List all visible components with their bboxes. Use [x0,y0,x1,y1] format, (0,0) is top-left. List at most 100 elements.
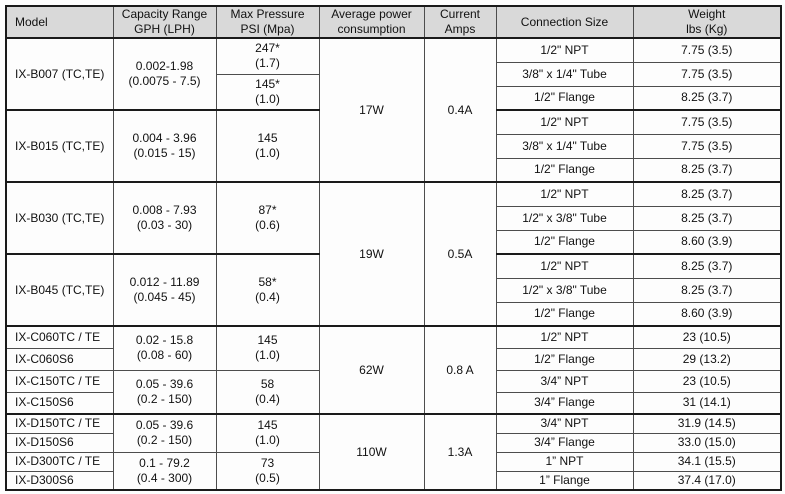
weight-cell: 8.25 (3.7) [632,277,782,303]
weight-cell: 8.25 (3.7) [632,157,782,183]
table-row: IX-C150TC / TE 0.05 - 39.6 (0.2 - 150) 5… [5,369,782,415]
pressure-cell: 145 (1.0) [215,109,320,183]
pressure-cell: 145 (1.0) [215,325,320,371]
table-row: 3/8" x 1/4" Tube 7.75 (3.5) [6,133,782,159]
table-row: IX-C060S6 1/2” Flange 29 (13.2) [5,347,782,371]
weight-cell: 7.75 (3.5) [632,133,782,159]
model-cell: IX-B015 (TC,TE) [5,109,114,183]
connection-cell: 1/2" x 3/8" Tube [495,277,634,303]
header-model: Model [5,5,114,39]
weight-cell: 8.25 (3.7) [632,253,782,279]
weight-cell: 7.75 (3.5) [632,109,782,135]
table-row: IX-B045 (TC,TE) 0.012 - 11.89 (0.045 - 4… [5,253,782,327]
table-row: 1/2" x 3/8" Tube 8.25 (3.7) [6,277,782,303]
weight-cell: 7.75 (3.5) [632,61,782,87]
connection-cell: 1/2" Flange [495,157,634,183]
specs-table: Model Capacity Range GPH (LPH) Max Press… [5,5,782,491]
header-max-pressure: Max Pressure PSI (Mpa) [215,5,320,39]
connection-cell: 3/4” NPT [495,369,634,393]
model-cell: IX-B007 (TC,TE) [5,37,114,111]
current-cell: 1.3A [423,413,497,491]
capacity-cell: 0.012 - 11.89 (0.045 - 45) [112,253,217,327]
header-current-amps: Current Amps [423,5,497,39]
connection-cell: 1/2" Flange [495,229,634,255]
weight-cell: 23 (10.5) [632,325,782,349]
table-row: IX-D300TC / TE 0.1 - 79.2 (0.4 - 300) 73… [5,451,782,491]
model-cell: IX-C060TC / TE [5,325,114,349]
table-row: IX-C060TC / TE 0.02 - 15.8 (0.08 - 60) 1… [5,325,782,415]
power-cell: 19W [318,181,425,327]
header-row: Model Capacity Range GPH (LPH) Max Press… [5,5,782,39]
connection-cell: 3/8" x 1/4" Tube [495,133,634,159]
weight-cell: 7.75 (3.5) [632,37,782,63]
connection-cell: 1/2" NPT [495,109,634,135]
weight-cell: 33.0 (15.0) [632,432,782,453]
table-row: IX-B015 (TC,TE) 0.004 - 3.96 (0.015 - 15… [5,109,782,183]
connection-cell: 3/8" x 1/4" Tube [495,61,634,87]
weight-cell: 8.60 (3.9) [632,229,782,255]
weight-cell: 8.25 (3.7) [632,181,782,207]
table-row: IX-B030 (TC,TE) 0.008 - 7.93 (0.03 - 30)… [5,181,782,327]
weight-cell: 31.9 (14.5) [632,413,782,434]
weight-cell: 29 (13.2) [632,347,782,371]
current-cell: 0.4A [423,37,497,183]
pressure-cell: 73 (0.5) [215,451,320,491]
weight-cell: 8.25 (3.7) [632,85,782,111]
connection-cell: 1/2" Flange [495,301,634,327]
power-cell: 62W [318,325,425,415]
weight-cell: 23 (10.5) [632,369,782,393]
model-cell: IX-B030 (TC,TE) [5,181,114,255]
pressure-value-upper: 247* (1.7) [255,41,280,71]
model-cell: IX-D300TC / TE [5,451,114,472]
capacity-cell: 0.002-1.98 (0.0075 - 7.5) [112,37,217,111]
current-cell: 0.5A [423,181,497,327]
current-cell: 0.8 A [423,325,497,415]
weight-cell: 8.60 (3.9) [632,301,782,327]
table-row: 1/2" Flange 8.60 (3.9) [6,301,782,327]
connection-cell: 1” Flange [495,470,634,491]
table-row: IX-D150TC / TE 0.05 - 39.6 (0.2 - 150) 1… [5,413,782,491]
model-cell: IX-D150TC / TE [5,413,114,434]
model-cell: IX-B045 (TC,TE) [5,253,114,327]
weight-cell: 34.1 (15.5) [632,451,782,472]
capacity-cell: 0.1 - 79.2 (0.4 - 300) [112,451,217,491]
power-cell: 17W [318,37,425,183]
capacity-cell: 0.02 - 15.8 (0.08 - 60) [112,325,217,371]
weight-cell: 31 (14.1) [632,391,782,415]
table-row: IX-B007 (TC,TE) 0.002-1.98 (0.0075 - 7.5… [5,37,782,183]
connection-cell: 1/2" NPT [495,37,634,63]
connection-cell: 1/2" x 3/8" Tube [495,205,634,231]
table-row: 1/2" Flange 8.60 (3.9) [6,229,782,255]
connection-cell: 1/2” Flange [495,347,634,371]
connection-cell: 1” NPT [495,451,634,472]
pressure-value-lower: 145* (1.0) [217,73,318,110]
model-cell: IX-D150S6 [5,432,114,453]
pressure-split-wrap: 247* (1.7) 145* (1.0) [217,39,318,110]
weight-cell: 37.4 (17.0) [632,470,782,491]
pressure-cell: 58 (0.4) [215,369,320,415]
model-cell: IX-C150S6 [5,391,114,415]
header-capacity-range: Capacity Range GPH (LPH) [112,5,217,39]
table-row: IX-D150S6 3/4” Flange 33.0 (15.0) [5,432,782,453]
connection-cell: 1/2” NPT [495,325,634,349]
capacity-cell: 0.05 - 39.6 (0.2 - 150) [112,413,217,453]
table-row: 1/2" x 3/8" Tube 8.25 (3.7) [6,205,782,231]
connection-cell: 3/4” NPT [495,413,634,434]
connection-cell: 1/2" NPT [495,181,634,207]
capacity-cell: 0.008 - 7.93 (0.03 - 30) [112,181,217,255]
connection-cell: 3/4” Flange [495,432,634,453]
pressure-cell: 87* (0.6) [215,181,320,255]
model-cell: IX-C060S6 [5,347,114,371]
header-average-power: Average power consumption [318,5,425,39]
connection-cell: 1/2" NPT [495,253,634,279]
table-row: 1/2" Flange 8.25 (3.7) [6,85,782,111]
weight-cell: 8.25 (3.7) [632,205,782,231]
table-row: IX-C150S6 3/4” Flange 31 (14.1) [5,391,782,415]
connection-cell: 1/2" Flange [495,85,634,111]
capacity-cell: 0.004 - 3.96 (0.015 - 15) [112,109,217,183]
model-cell: IX-C150TC / TE [5,369,114,393]
table-row: IX-D300S6 1” Flange 37.4 (17.0) [5,470,782,491]
table-row: 3/8" x 1/4" Tube 7.75 (3.5) [6,61,782,87]
power-cell: 110W [318,413,425,491]
